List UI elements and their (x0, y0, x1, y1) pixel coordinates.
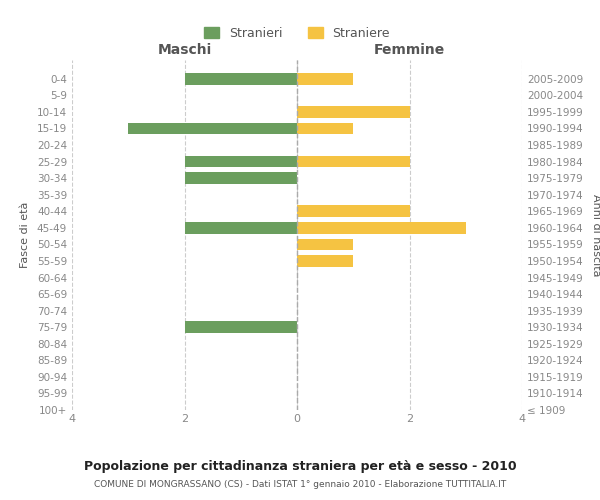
Y-axis label: Anni di nascita: Anni di nascita (590, 194, 600, 276)
Bar (297, 255, 353, 267)
Bar (185, 172, 297, 184)
Legend: Stranieri, Straniere: Stranieri, Straniere (198, 20, 396, 46)
Bar (185, 222, 297, 234)
Bar (128, 122, 297, 134)
Text: Maschi: Maschi (157, 44, 212, 58)
Bar (185, 156, 297, 168)
Bar (297, 122, 353, 134)
Text: Popolazione per cittadinanza straniera per età e sesso - 2010: Popolazione per cittadinanza straniera p… (83, 460, 517, 473)
Text: COMUNE DI MONGRASSANO (CS) - Dati ISTAT 1° gennaio 2010 - Elaborazione TUTTITALI: COMUNE DI MONGRASSANO (CS) - Dati ISTAT … (94, 480, 506, 489)
Y-axis label: Fasce di età: Fasce di età (20, 202, 30, 268)
Bar (297, 238, 353, 250)
Bar (297, 156, 409, 168)
Bar (185, 322, 297, 333)
Bar (297, 222, 466, 234)
Bar (297, 206, 409, 217)
Text: Femmine: Femmine (374, 44, 445, 58)
Bar (297, 73, 353, 85)
Bar (297, 106, 409, 118)
Bar (185, 73, 297, 85)
